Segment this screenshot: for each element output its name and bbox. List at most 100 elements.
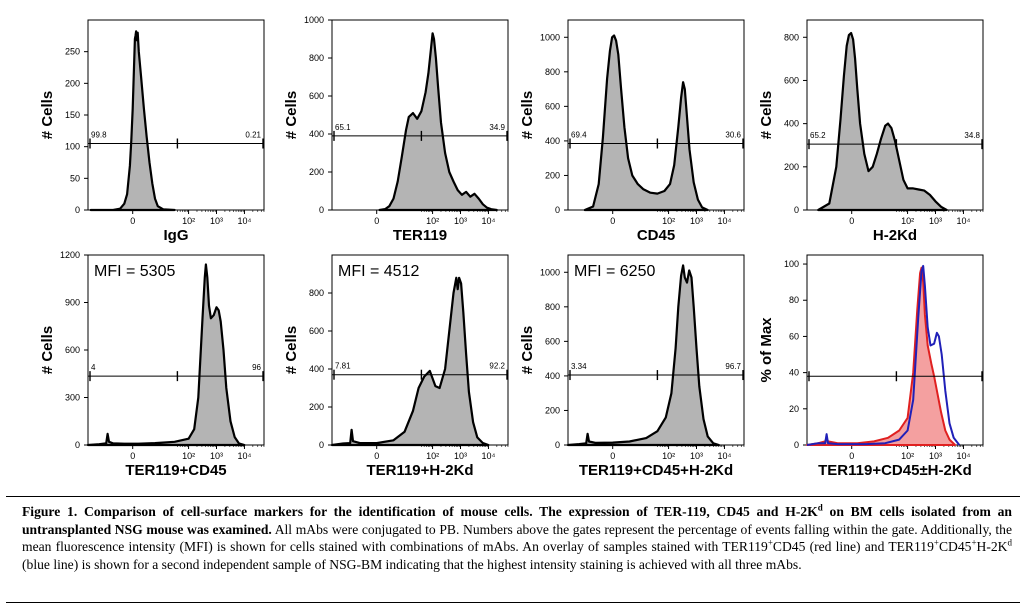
y-tick-label: 1000 [540, 267, 560, 277]
y-tick-label: 0 [319, 205, 324, 215]
gate-right-value: 30.6 [725, 131, 741, 140]
x-tick-label: 10² [901, 451, 914, 461]
x-axis-label: H-2Kd [873, 227, 917, 244]
y-tick-label: 400 [545, 371, 560, 381]
y-tick-label: 50 [70, 173, 80, 183]
x-axis-label: TER119+CD45 [125, 462, 226, 479]
y-tick-label: 0 [75, 440, 80, 450]
x-tick-label: 10⁴ [717, 216, 731, 226]
x-tick-label: 10³ [929, 216, 942, 226]
gate-right-value: 34.9 [489, 123, 505, 132]
plot-frame [806, 254, 984, 446]
x-tick-label: 0 [610, 216, 615, 226]
x-tick-label: 10³ [690, 451, 703, 461]
x-tick-label: 10³ [454, 216, 467, 226]
y-axis-label: # Cells [758, 91, 775, 139]
x-tick-label: 10³ [210, 216, 223, 226]
x-tick-label: 10² [901, 216, 914, 226]
y-tick-label: 0 [75, 205, 80, 215]
histogram-curve [89, 30, 176, 212]
caption-bottom-rule [6, 602, 1020, 603]
x-tick-label: 0 [610, 451, 615, 461]
x-tick-label: 0 [130, 451, 135, 461]
gate-left-value: 65.1 [335, 123, 351, 132]
x-tick-label: 10³ [929, 451, 942, 461]
y-tick-label: 1000 [304, 15, 324, 25]
histogram-panel-ter119_cd45: 0 300 600 900 1200 0 10² 10³ 10⁴ TER119+CD45 # Cel… [39, 250, 265, 479]
y-tick-label: 900 [65, 298, 80, 308]
caption-top-rule [6, 496, 1020, 497]
x-tick-label: 10² [426, 216, 439, 226]
y-tick-label: 200 [309, 402, 324, 412]
mfi-label: MFI = 6250 [574, 263, 655, 280]
y-tick-label: 200 [545, 170, 560, 180]
x-axis-label: TER119+CD45+H-2Kd [579, 462, 733, 479]
y-tick-label: 400 [545, 136, 560, 146]
x-tick-label: 10⁴ [481, 451, 495, 461]
y-tick-label: 0 [555, 440, 560, 450]
mfi-label: MFI = 4512 [338, 263, 419, 280]
gate-right-value: 34.8 [964, 131, 980, 140]
gate-right-value: 0.21 [245, 131, 261, 140]
plot-frame [567, 254, 745, 446]
y-tick-label: 400 [309, 129, 324, 139]
histogram-panel-igg: 0 50 100 150 200 250 0 10² 10³ 10⁴ IgG # Cells 99.8 0… [39, 19, 265, 244]
overlay-red-curve [806, 266, 957, 446]
x-tick-label: 10² [426, 451, 439, 461]
y-tick-label: 20 [789, 404, 799, 414]
y-tick-label: 800 [784, 32, 799, 42]
x-tick-label: 10² [182, 451, 195, 461]
histogram-panel-overlay: 0 20 40 60 80 100 0 10² 10³ 10⁴TER119+CD45±H-2Kd%… [758, 254, 984, 479]
y-axis-label: # Cells [39, 326, 56, 374]
y-tick-label: 800 [309, 53, 324, 63]
gate-left-value: 4 [91, 363, 96, 372]
histogram-panel-h2kd: 0 200 400 600 800 0 10² 10³ 10⁴ H-2Kd # Cells 65.2 3… [758, 19, 984, 244]
y-tick-label: 600 [784, 75, 799, 85]
y-tick-label: 400 [784, 119, 799, 129]
plot-frame [87, 254, 265, 446]
gate-left-value: 7.81 [335, 362, 351, 371]
histogram-panel-ter119_cd45_h2kd: 0 200 400 600 800 1000 0 10² 10³ 10⁴TER119+CD45+H… [519, 254, 745, 479]
gate-right-value: 96 [252, 363, 261, 372]
histogram-panel-ter119_h2kd: 0 200 400 600 800 0 10² 10³ 10⁴ TER119+H-2Kd # Cel… [283, 254, 509, 479]
y-tick-label: 250 [65, 47, 80, 57]
y-tick-label: 150 [65, 110, 80, 120]
mfi-label: MFI = 5305 [94, 263, 175, 280]
x-tick-label: 10² [662, 451, 675, 461]
x-axis-label: TER119 [393, 227, 447, 244]
x-axis-label: TER119+CD45±H-2Kd [818, 462, 972, 479]
x-tick-label: 10³ [690, 216, 703, 226]
y-tick-label: 0 [794, 440, 799, 450]
y-tick-label: 100 [784, 259, 799, 269]
x-tick-label: 10² [662, 216, 675, 226]
y-axis-label: # Cells [519, 91, 536, 139]
gate-right-value: 96.7 [725, 362, 741, 371]
gate-left-value: 3.34 [571, 362, 587, 371]
y-tick-label: 200 [545, 405, 560, 415]
y-tick-label: 800 [545, 67, 560, 77]
y-axis-label: # Cells [283, 91, 300, 139]
x-tick-label: 10² [182, 216, 195, 226]
y-tick-label: 600 [545, 101, 560, 111]
x-tick-label: 0 [130, 216, 135, 226]
x-tick-label: 10⁴ [956, 216, 970, 226]
histogram-curve [330, 276, 490, 447]
y-tick-label: 800 [545, 302, 560, 312]
y-tick-label: 400 [309, 364, 324, 374]
y-tick-label: 40 [789, 368, 799, 378]
y-tick-label: 1200 [60, 250, 80, 260]
y-tick-label: 1000 [540, 32, 560, 42]
gate-left-value: 65.2 [810, 131, 826, 140]
histogram-curve [817, 31, 948, 212]
y-tick-label: 0 [555, 205, 560, 215]
y-tick-label: 200 [309, 167, 324, 177]
x-tick-label: 0 [374, 451, 379, 461]
y-axis-label: # Cells [519, 326, 536, 374]
y-tick-label: 100 [65, 142, 80, 152]
x-axis-label: IgG [164, 227, 189, 244]
histogram-panel-ter119: 0 200 400 600 800 1000 0 10² 10³ 10⁴ TER119 # Cells… [283, 15, 509, 244]
histogram-curve [378, 32, 498, 212]
gate-left-value: 69.4 [571, 131, 587, 140]
y-axis-label: # Cells [283, 326, 300, 374]
